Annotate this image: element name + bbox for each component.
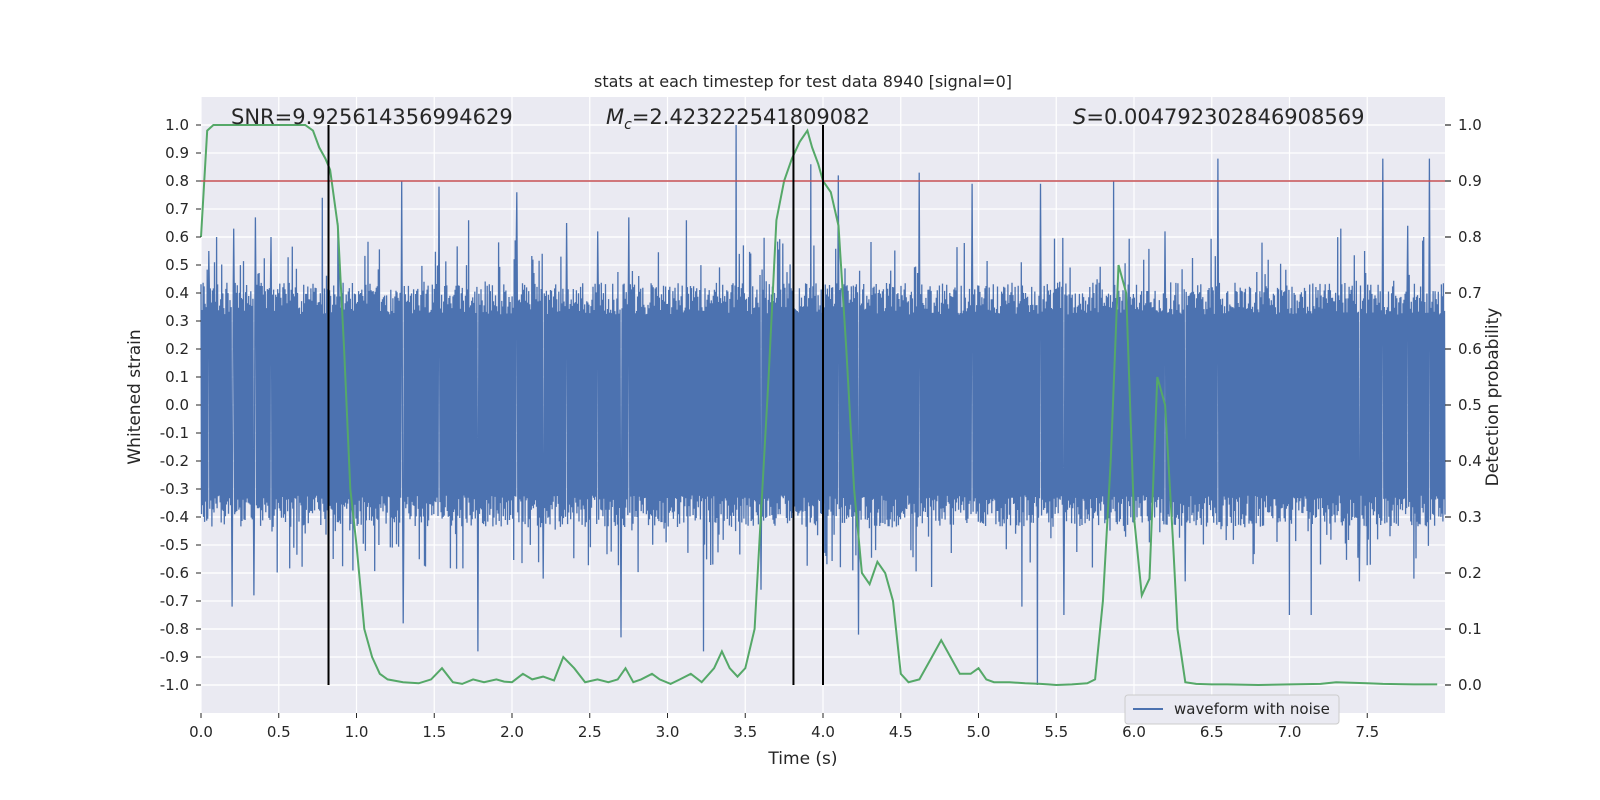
x-tick-label: 5.0 bbox=[967, 723, 991, 741]
y-tick-label: -0.6 bbox=[160, 564, 189, 582]
x-tick-label: 7.0 bbox=[1278, 723, 1302, 741]
chart-title: stats at each timestep for test data 894… bbox=[594, 72, 1012, 91]
y2-tick-label: 0.1 bbox=[1458, 620, 1482, 638]
x-tick-label: 3.0 bbox=[656, 723, 680, 741]
snr-annotation: SNR=9.925614356994629 bbox=[231, 105, 513, 129]
x-tick-label: 2.0 bbox=[500, 723, 524, 741]
mc-annotation: Mc=2.423222541809082 bbox=[606, 105, 870, 133]
x-tick-label: 5.5 bbox=[1044, 723, 1068, 741]
s-symbol: S bbox=[1073, 105, 1086, 129]
y-tick-label: -0.3 bbox=[160, 480, 189, 498]
x-tick-label: 4.0 bbox=[811, 723, 835, 741]
x-tick-label: 1.0 bbox=[345, 723, 369, 741]
y-tick-label: -0.8 bbox=[160, 620, 189, 638]
y2-tick-label: 0.5 bbox=[1458, 396, 1482, 414]
y-tick-label: 0.8 bbox=[165, 172, 189, 190]
y2-tick-label: 0.7 bbox=[1458, 284, 1482, 302]
y-tick-label: -1.0 bbox=[160, 676, 189, 694]
y2-tick-label: 0.9 bbox=[1458, 172, 1482, 190]
y-axis-ticks: 1.0 0.9 0.8 0.7 0.6 0.5 0.4 0.3 0.2 0.1 0.0 -0.1 -0.… bbox=[160, 116, 201, 694]
x-tick-label: 6.0 bbox=[1122, 723, 1146, 741]
y2-tick-label: 0.8 bbox=[1458, 228, 1482, 246]
x-tick-label: 3.5 bbox=[733, 723, 757, 741]
y-tick-label: 0.5 bbox=[165, 256, 189, 274]
y-tick-label: 1.0 bbox=[165, 116, 189, 134]
vertical-markers bbox=[327, 125, 824, 685]
y-tick-label: -0.5 bbox=[160, 536, 189, 554]
x-tick-label: 2.5 bbox=[578, 723, 602, 741]
y-tick-label: 0.0 bbox=[165, 396, 189, 414]
y2-tick-label: 0.0 bbox=[1458, 676, 1482, 694]
y2-axis-label: Detection probability bbox=[1483, 308, 1503, 487]
detection-probability-line bbox=[200, 124, 1438, 687]
x-tick-label: 1.5 bbox=[422, 723, 446, 741]
mc-subscript: c bbox=[624, 117, 632, 133]
y-tick-label: 0.4 bbox=[165, 284, 189, 302]
x-tick-label: 4.5 bbox=[889, 723, 913, 741]
y-tick-label: 0.9 bbox=[165, 144, 189, 162]
y2-tick-label: 1.0 bbox=[1458, 116, 1482, 134]
y-tick-label: -0.2 bbox=[160, 452, 189, 470]
y-tick-label: 0.3 bbox=[165, 312, 189, 330]
y2-tick-label: 0.3 bbox=[1458, 508, 1482, 526]
y-tick-label: -0.9 bbox=[160, 648, 189, 666]
x-tick-label: 6.5 bbox=[1200, 723, 1224, 741]
x-tick-label: 0.0 bbox=[189, 723, 213, 741]
mc-value: =2.423222541809082 bbox=[632, 105, 870, 129]
y2-tick-label: 0.2 bbox=[1458, 564, 1482, 582]
s-annotation: S=0.004792302846908569 bbox=[1073, 105, 1364, 129]
y-tick-label: 0.7 bbox=[165, 200, 189, 218]
y-tick-label: 0.2 bbox=[165, 340, 189, 358]
y-tick-label: -0.7 bbox=[160, 592, 189, 610]
y2-axis-ticks: 1.0 0.9 0.8 0.7 0.6 0.5 0.4 0.3 0.2 0.1 0.0 bbox=[1445, 116, 1482, 694]
y2-tick-label: 0.4 bbox=[1458, 452, 1482, 470]
legend-label: waveform with noise bbox=[1174, 700, 1330, 718]
y-tick-label: 0.6 bbox=[165, 228, 189, 246]
s-value: =0.004792302846908569 bbox=[1086, 105, 1364, 129]
legend: waveform with noise bbox=[1124, 694, 1340, 725]
y2-tick-label: 0.6 bbox=[1458, 340, 1482, 358]
x-axis-ticks: 0.0 0.5 1.0 1.5 2.0 2.5 3.0 3.5 4.0 4.5 5.0 5.5 6.0 6… bbox=[189, 713, 1379, 741]
x-axis-label: Time (s) bbox=[767, 749, 837, 769]
x-tick-label: 0.5 bbox=[267, 723, 291, 741]
x-tick-label: 7.5 bbox=[1355, 723, 1379, 741]
legend-box bbox=[1124, 694, 1340, 725]
y-tick-label: -0.1 bbox=[160, 424, 189, 442]
y-tick-label: 0.1 bbox=[165, 368, 189, 386]
mc-symbol: M bbox=[606, 105, 624, 129]
y-axis-label: Whitened strain bbox=[125, 329, 145, 464]
y-tick-label: -0.4 bbox=[160, 508, 189, 526]
